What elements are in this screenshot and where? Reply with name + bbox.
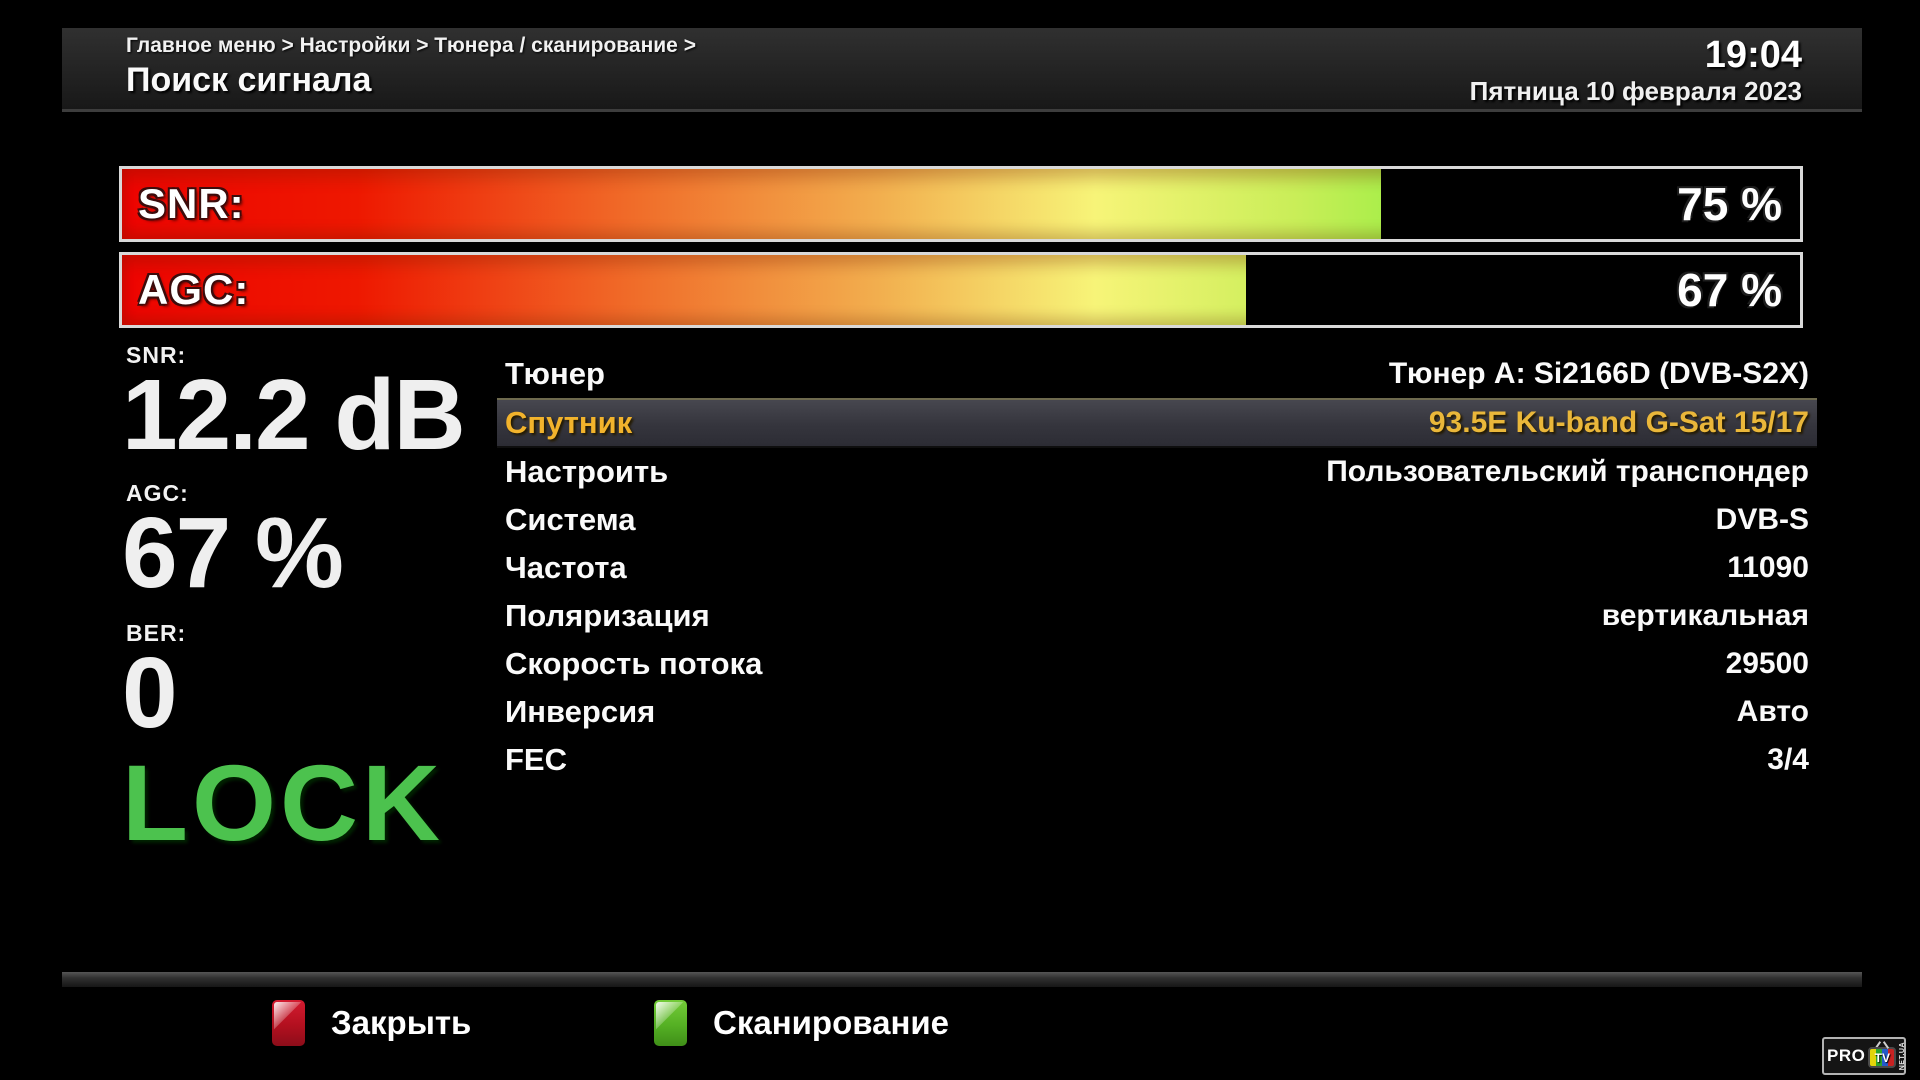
settings-row-value: 3/4 (1767, 743, 1809, 776)
settings-row-label: Тюнер (505, 356, 605, 391)
snr-metric-value: 12.2 dB (122, 359, 466, 471)
protv-logo-tv-text: TV (1874, 1050, 1891, 1065)
protv-logo: PRO TV NET.UA (1822, 1037, 1906, 1075)
breadcrumb: Главное меню > Настройки > Тюнера / скан… (126, 34, 696, 57)
settings-row-frequency[interactable]: Частота 11090 (497, 544, 1817, 592)
agc-metric-label: AGC: (126, 480, 189, 506)
snr-metric-label: SNR: (126, 342, 187, 368)
settings-row-satellite-selected[interactable]: Спутник 93.5E Ku-band G-Sat 15/17 (497, 398, 1817, 448)
agc-progress-label: AGC: (138, 266, 250, 313)
agc-progress-bar: 67 % AGC: (119, 252, 1803, 328)
tuner-settings-list: Тюнер Тюнер A: Si2166D (DVB-S2X) Спутник… (497, 350, 1817, 784)
settings-row-value: вертикальная (1601, 599, 1809, 632)
red-key-icon (272, 1000, 305, 1046)
close-button[interactable]: Закрыть (272, 1000, 471, 1046)
settings-row-inversion[interactable]: Инверсия Авто (497, 688, 1817, 736)
settings-row-symbol-rate[interactable]: Скорость потока 29500 (497, 640, 1817, 688)
settings-row-label: Инверсия (505, 694, 656, 729)
snr-progress-remainder: 75 % (1380, 169, 1800, 239)
clock-date: Пятница 10 февраля 2023 (1469, 76, 1802, 106)
header-clock-block: 19:04 Пятница 10 февраля 2023 (1470, 28, 1862, 107)
snr-progress-value: 75 % (1677, 178, 1782, 230)
agc-progress-remainder: 67 % (1246, 255, 1800, 325)
settings-row-fec[interactable]: FEC 3/4 (497, 736, 1817, 784)
close-button-label: Закрыть (331, 1004, 472, 1041)
settings-row-label: Система (505, 502, 636, 537)
settings-row-label: Поляризация (505, 598, 710, 633)
settings-row-label: Скорость потока (505, 646, 763, 681)
header-bar: Главное меню > Настройки > Тюнера / скан… (62, 28, 1862, 112)
settings-row-tuner[interactable]: Тюнер Тюнер A: Si2166D (DVB-S2X) (497, 350, 1817, 398)
settings-row-value: 29500 (1725, 647, 1809, 680)
snr-progress-label: SNR: (138, 180, 245, 227)
settings-row-polarization[interactable]: Поляризация вертикальная (497, 592, 1817, 640)
settings-row-label: Спутник (505, 405, 633, 440)
settings-row-value: DVB-S (1715, 503, 1809, 536)
agc-progress-track: 67 % AGC: (122, 255, 1800, 325)
scan-button-label: Сканирование (713, 1004, 950, 1041)
tv-icon-screen: TV (1868, 1047, 1897, 1068)
green-key-icon (654, 1000, 687, 1046)
settings-row-value: Авто (1736, 695, 1809, 728)
footer-separator (62, 972, 1862, 987)
ber-metric-value: 0 (122, 637, 178, 749)
agc-metric-value: 67 % (122, 497, 344, 609)
settings-row-value: 11090 (1727, 551, 1809, 584)
settings-row-label: Настроить (505, 454, 669, 489)
protv-logo-net-text: NET.UA (1899, 1041, 1907, 1071)
header-titles: Главное меню > Настройки > Тюнера / скан… (62, 28, 696, 100)
settings-row-configure[interactable]: Настроить Пользовательский транспондер (497, 448, 1817, 496)
settings-row-value: Пользовательский транспондер (1326, 455, 1809, 488)
page-title: Поиск сигнала (126, 61, 372, 99)
settings-row-value: 93.5E Ku-band G-Sat 15/17 (1428, 406, 1809, 439)
settings-row-system[interactable]: Система DVB-S (497, 496, 1817, 544)
agc-progress-value: 67 % (1677, 264, 1782, 316)
lock-status: LOCK (122, 742, 444, 863)
settings-row-label: Частота (505, 550, 627, 585)
clock-time: 19:04 (1704, 34, 1802, 76)
snr-progress-bar: 75 % SNR: (119, 166, 1803, 242)
snr-progress-track: 75 % SNR: (122, 169, 1800, 239)
scan-button[interactable]: Сканирование (654, 1000, 949, 1046)
settings-row-label: FEC (505, 742, 567, 777)
settings-row-value: Тюнер A: Si2166D (DVB-S2X) (1388, 357, 1809, 390)
tv-icon: TV (1868, 1044, 1897, 1068)
protv-logo-pro-text: PRO (1827, 1046, 1866, 1065)
ber-metric-label: BER: (126, 620, 187, 646)
